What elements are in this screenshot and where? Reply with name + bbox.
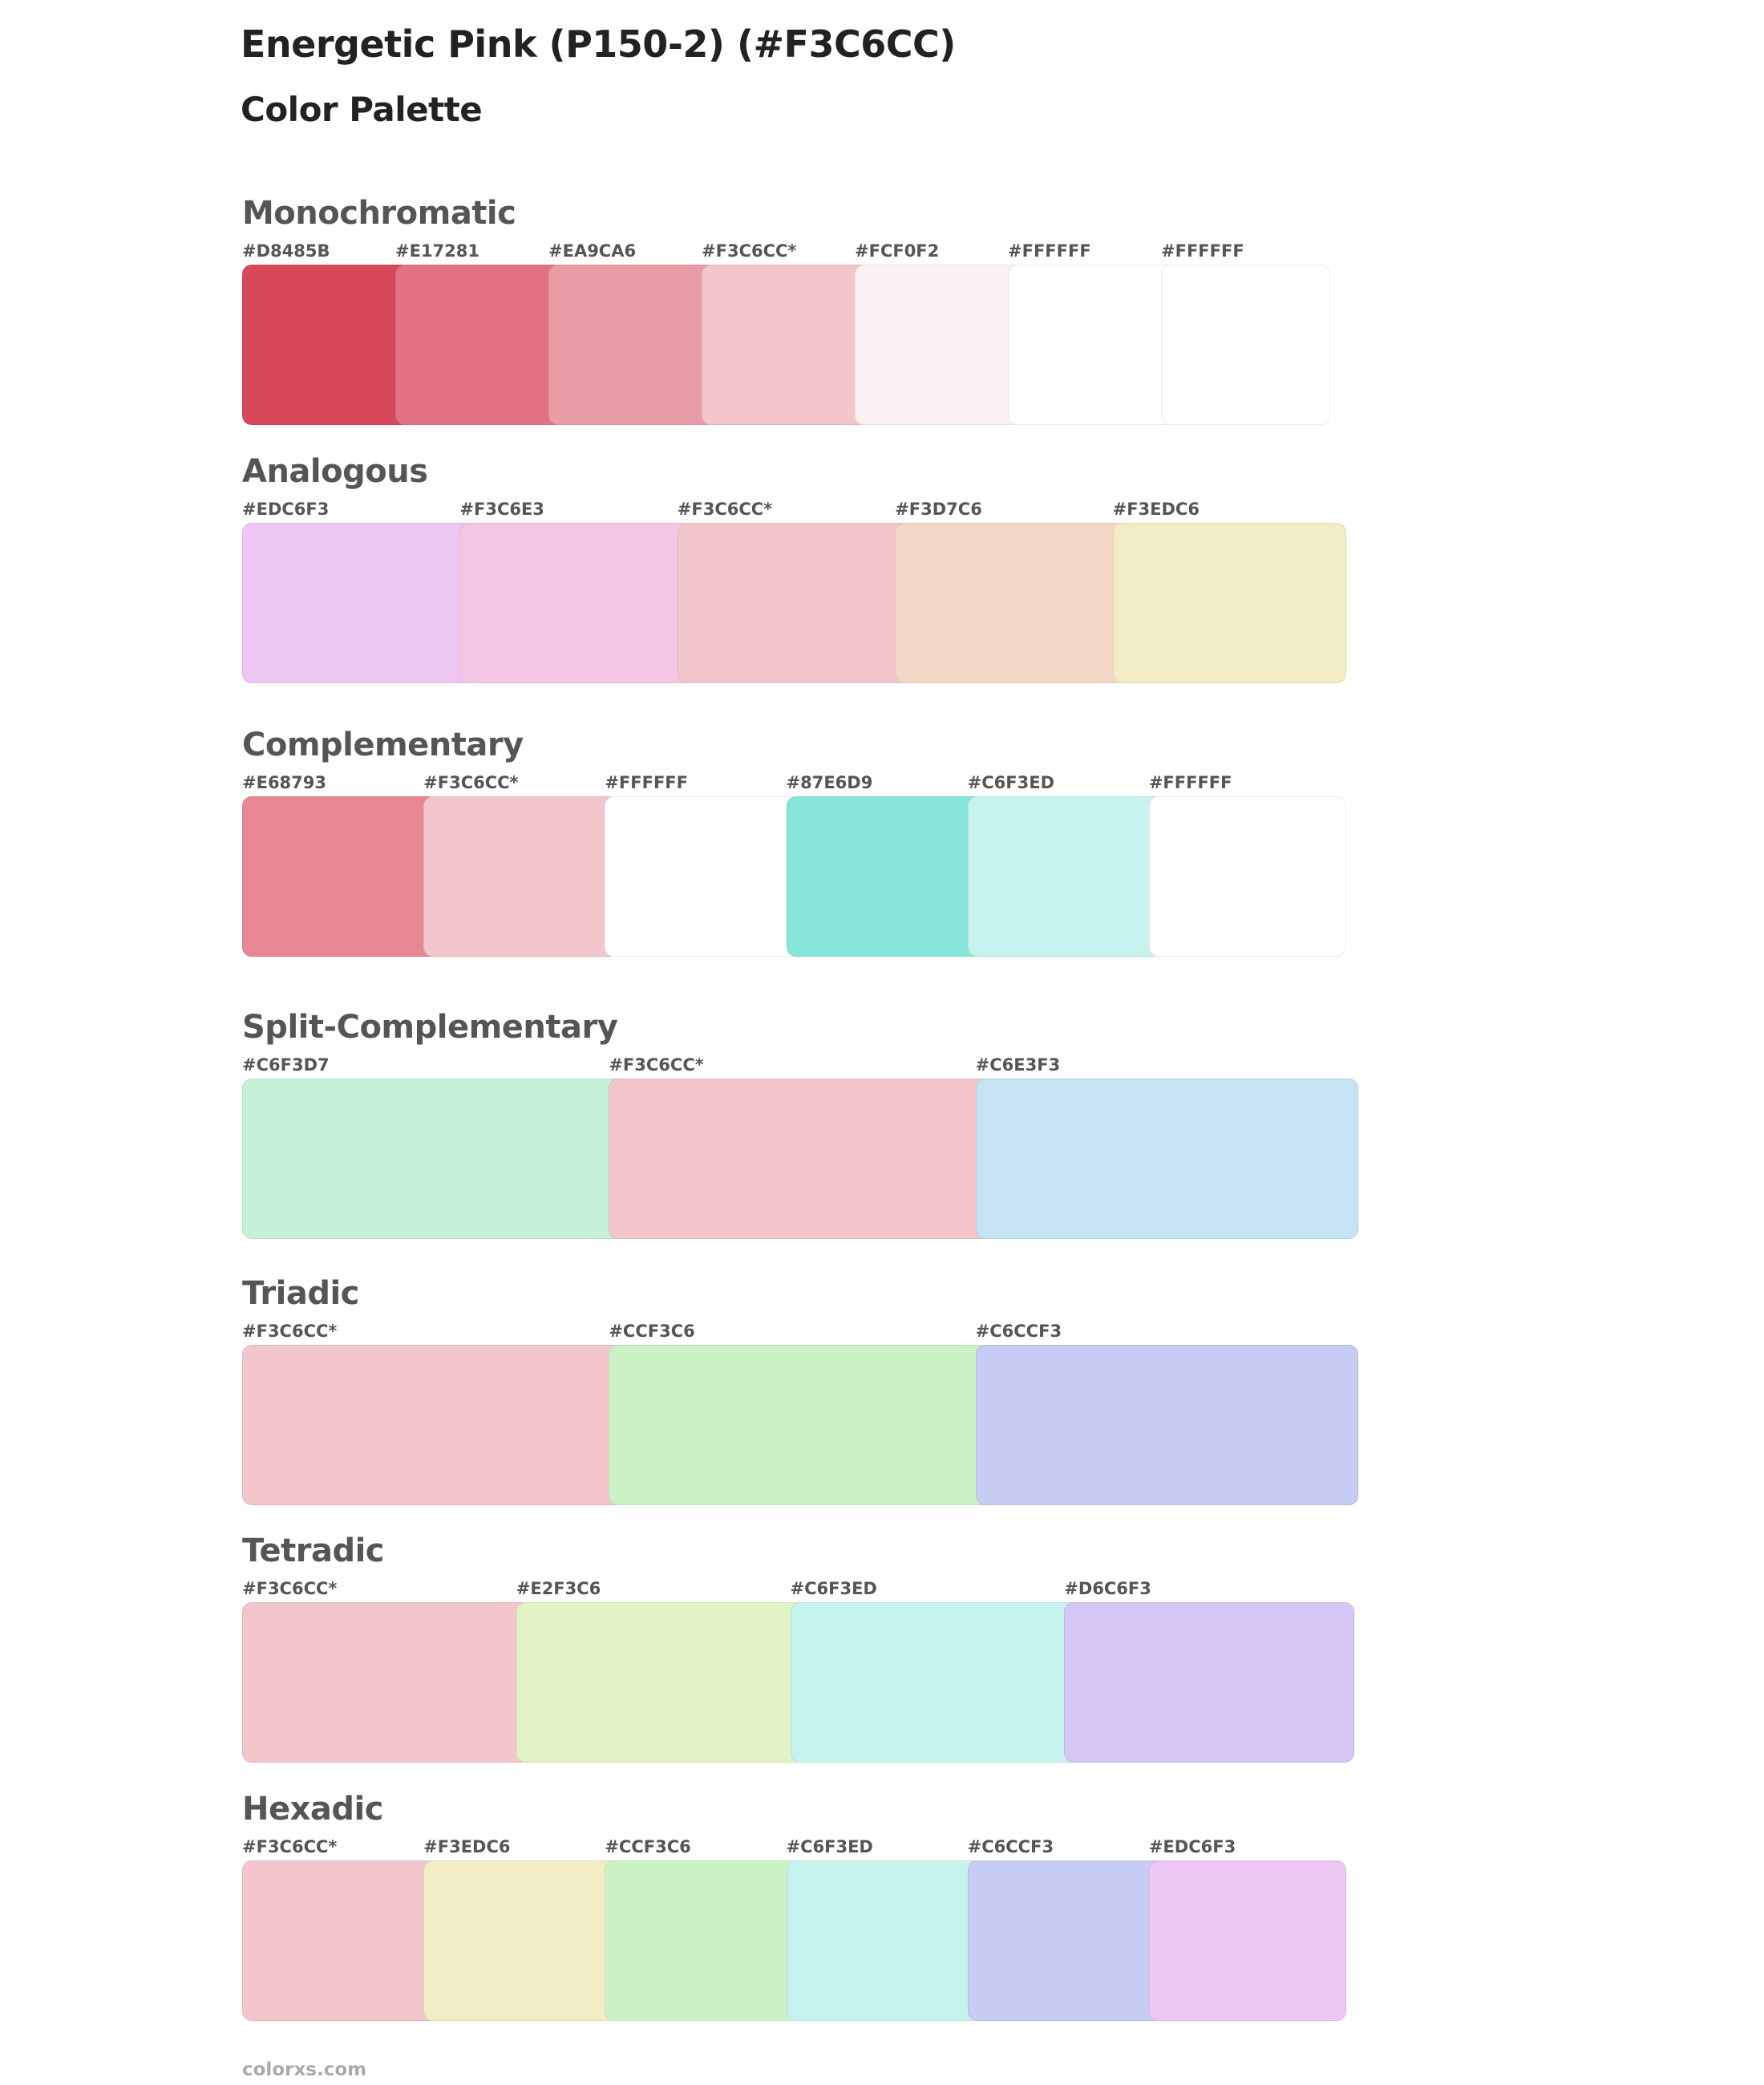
color-swatch [242, 265, 411, 425]
swatch-label: #F3C6CC* [702, 241, 797, 261]
color-swatch [1148, 1860, 1346, 2021]
subtitle: Color Palette [241, 90, 483, 129]
color-swatch [1112, 523, 1346, 683]
swatch-label: #EA9CA6 [548, 241, 637, 261]
color-swatch [975, 1079, 1358, 1239]
swatch-label: #C6F3ED [786, 1837, 873, 1856]
swatch-label: #F3C6CC* [677, 500, 773, 519]
swatch-label: #F3EDC6 [1112, 500, 1200, 519]
color-swatch [423, 796, 621, 957]
swatch-label: #87E6D9 [786, 773, 873, 792]
section-heading: Monochromatic [242, 195, 516, 232]
section-heading: Tetradic [242, 1532, 385, 1569]
swatch-label: #C6CCF3 [975, 1322, 1062, 1341]
section-heading: Hexadic [242, 1791, 383, 1828]
color-swatch [548, 265, 718, 425]
color-swatch [609, 1345, 992, 1505]
color-swatch [786, 1860, 984, 2021]
color-swatch [395, 265, 564, 425]
color-swatch [1008, 265, 1177, 425]
color-swatch [967, 1860, 1165, 2021]
swatch-label: #F3EDC6 [423, 1837, 511, 1856]
color-swatch [790, 1602, 1081, 1763]
color-swatch [516, 1602, 807, 1763]
color-swatch [459, 523, 694, 683]
swatch-label: #F3C6CC* [423, 773, 519, 792]
swatch-label: #EDC6F3 [242, 500, 330, 519]
color-swatch [786, 796, 984, 957]
color-swatch [242, 523, 476, 683]
title: Energetic Pink (P150-2) (#F3C6CC) [241, 22, 956, 66]
swatch-label: #FFFFFF [1161, 241, 1244, 261]
section-heading: Split-Complementary [242, 1009, 618, 1046]
color-swatch [242, 1079, 625, 1239]
swatch-label: #F3C6CC* [242, 1579, 338, 1598]
color-swatch [242, 1345, 625, 1505]
swatch-label: #FCF0F2 [855, 241, 940, 261]
swatch-label: #E68793 [242, 773, 326, 792]
color-swatch [242, 1860, 440, 2021]
section-heading: Triadic [242, 1275, 359, 1312]
swatch-label: #C6F3D7 [242, 1055, 330, 1075]
swatch-label: #D6C6F3 [1064, 1579, 1151, 1598]
color-swatch [975, 1345, 1358, 1505]
swatch-label: #EDC6F3 [1148, 1837, 1236, 1856]
color-swatch [423, 1860, 621, 2021]
swatch-label: #E2F3C6 [516, 1579, 601, 1598]
swatch-label: #F3C6CC* [242, 1837, 338, 1856]
swatch-label: #C6CCF3 [967, 1837, 1054, 1856]
swatch-label: #E17281 [395, 241, 479, 261]
swatch-label: #FFFFFF [1148, 773, 1232, 792]
swatch-label: #F3C6CC* [242, 1322, 338, 1341]
color-swatch [605, 796, 803, 957]
swatch-label: #C6F3ED [790, 1579, 877, 1598]
section-heading: Analogous [242, 453, 428, 490]
swatch-label: #FFFFFF [1008, 241, 1091, 261]
swatch-label: #F3C6E3 [459, 500, 544, 519]
swatch-label: #FFFFFF [605, 773, 688, 792]
swatch-label: #C6F3ED [967, 773, 1055, 792]
color-swatch [967, 796, 1165, 957]
swatch-label: #C6E3F3 [975, 1055, 1061, 1075]
color-swatch [1148, 796, 1346, 957]
swatch-label: #CCF3C6 [609, 1322, 695, 1341]
color-swatch [1064, 1602, 1354, 1763]
color-swatch [605, 1860, 803, 2021]
color-swatch [677, 523, 912, 683]
color-swatch [242, 796, 440, 957]
color-swatch [609, 1079, 992, 1239]
color-swatch [242, 1602, 532, 1763]
swatch-label: #D8485B [242, 241, 330, 261]
color-swatch [855, 265, 1024, 425]
color-swatch [1161, 265, 1330, 425]
footer: colorxs.com [242, 2059, 367, 2080]
color-swatch [895, 523, 1129, 683]
color-swatch [702, 265, 871, 425]
section-heading: Complementary [242, 727, 524, 763]
swatch-label: #CCF3C6 [605, 1837, 691, 1856]
swatch-label: #F3C6CC* [609, 1055, 704, 1075]
swatch-label: #F3D7C6 [895, 500, 982, 519]
